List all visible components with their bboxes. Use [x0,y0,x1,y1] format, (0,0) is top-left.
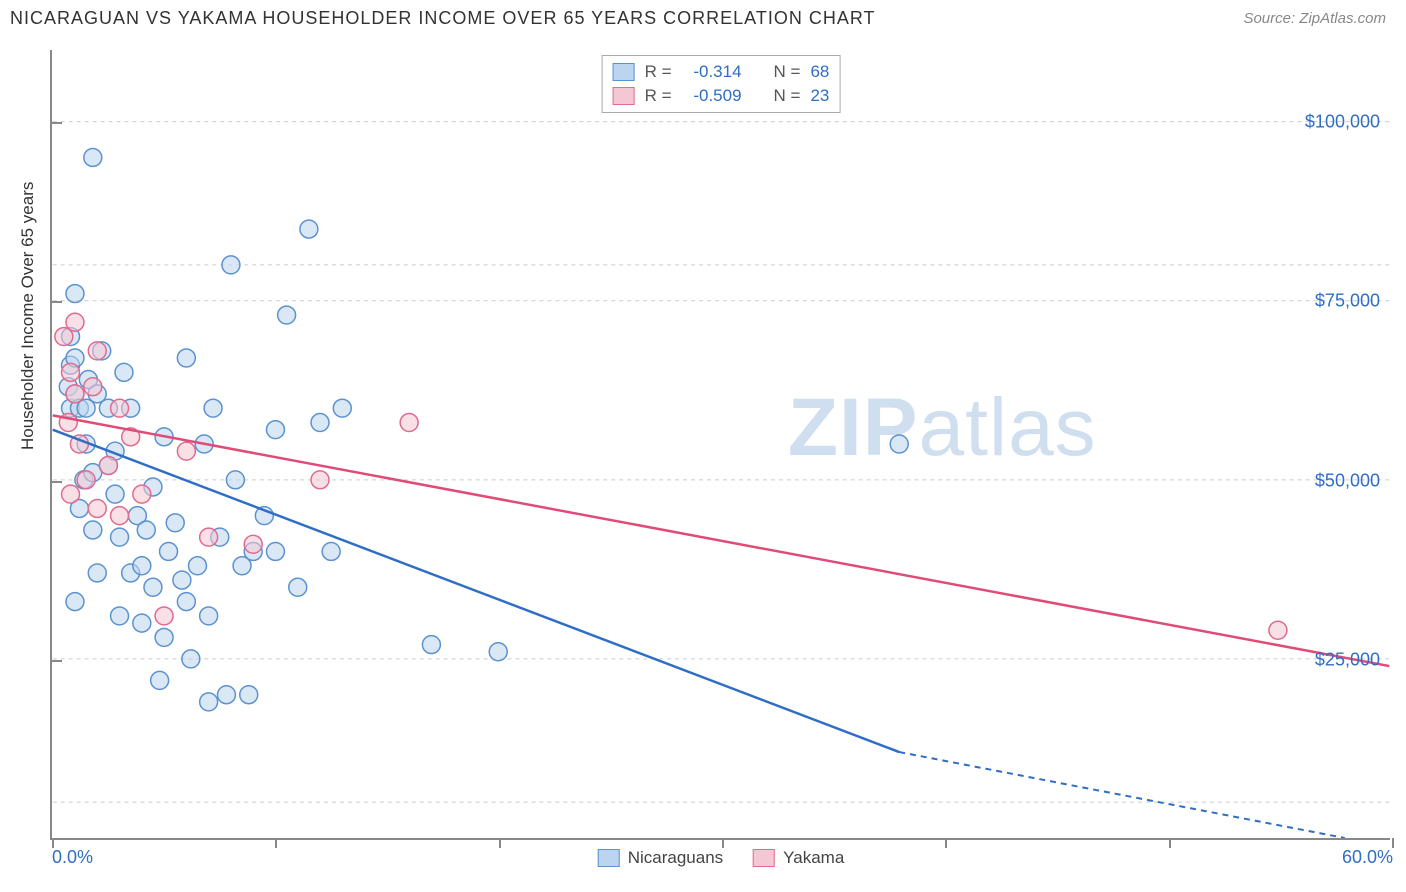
y-tick-label: $75,000 [1315,291,1380,312]
grid-svg [52,50,1390,838]
r-label: R = [645,86,672,106]
swatch-yakama-icon [753,849,775,867]
watermark-zip: ZIP [788,382,919,473]
chart-title: NICARAGUAN VS YAKAMA HOUSEHOLDER INCOME … [10,8,876,29]
x-tick-mark [275,838,277,848]
n-label: N = [774,62,801,82]
n-value-nicaraguans: 68 [810,62,829,82]
x-tick-mark [722,838,724,848]
swatch-nicaraguans-icon [598,849,620,867]
y-tick-label: $25,000 [1315,650,1380,671]
source-label: Source: ZipAtlas.com [1243,10,1386,27]
legend-label-yakama: Yakama [783,848,844,868]
scatter-points [52,50,1390,838]
y-axis-label: Householder Income Over 65 years [18,182,38,450]
legend-row-yakama: R = -0.509 N = 23 [613,84,830,108]
y-tick-label: $50,000 [1315,470,1380,491]
legend-item-nicaraguans: Nicaraguans [598,848,723,868]
n-label: N = [774,86,801,106]
n-value-yakama: 23 [810,86,829,106]
chart-header: NICARAGUAN VS YAKAMA HOUSEHOLDER INCOME … [0,0,1406,37]
series-legend: Nicaraguans Yakama [598,848,845,868]
legend-label-nicaraguans: Nicaraguans [628,848,723,868]
x-tick-mark [1169,838,1171,848]
regression-lines [52,50,1390,838]
r-value-yakama: -0.509 [682,86,742,106]
swatch-nicaraguans [613,63,635,81]
r-value-nicaraguans: -0.314 [682,62,742,82]
x-tick-mark [945,838,947,848]
x-tick-label: 60.0% [1342,847,1393,868]
watermark-atlas: atlas [918,382,1096,473]
swatch-yakama [613,87,635,105]
watermark: ZIPatlas [788,381,1097,475]
legend-row-nicaraguans: R = -0.314 N = 68 [613,60,830,84]
r-label: R = [645,62,672,82]
y-tick-label: $100,000 [1305,111,1380,132]
x-tick-label: 0.0% [52,847,93,868]
chart-plot-area: ZIPatlas R = -0.314 N = 68 R = -0.509 N … [50,50,1390,840]
legend-item-yakama: Yakama [753,848,844,868]
x-tick-mark [499,838,501,848]
correlation-legend: R = -0.314 N = 68 R = -0.509 N = 23 [602,55,841,113]
